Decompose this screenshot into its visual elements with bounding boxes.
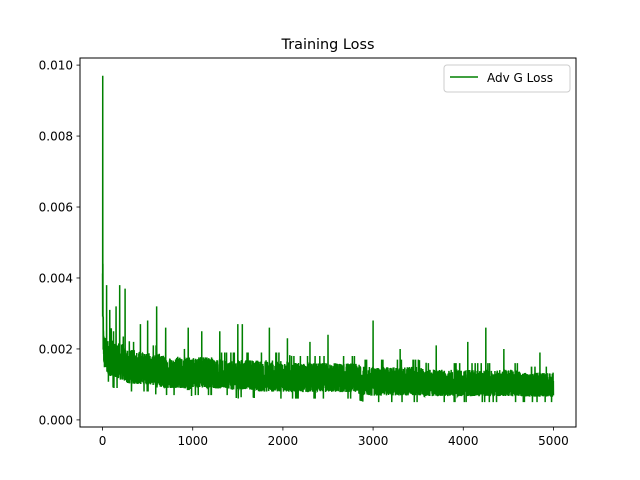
x-axis: 0 1000 2000 3000 4000 5000: [99, 427, 569, 448]
legend: Adv G Loss: [443, 64, 571, 93]
x-tick-label: 2000: [268, 434, 299, 448]
y-axis: 0.000 0.002 0.004 0.006 0.008 0.010: [39, 59, 80, 427]
chart-title: Training Loss: [281, 37, 375, 53]
x-tick-label: 5000: [538, 434, 569, 448]
x-tick-label: 0: [99, 434, 107, 448]
x-tick-label: 3000: [358, 434, 389, 448]
y-tick-label: 0.006: [39, 201, 73, 215]
axes-frame: [79, 57, 577, 428]
y-tick-label: 0.004: [39, 271, 73, 285]
y-tick-label: 0.010: [39, 59, 73, 73]
x-tick-label: 4000: [448, 434, 479, 448]
y-tick-label: 0.008: [39, 130, 73, 144]
adv-g-loss-line: [101, 75, 555, 403]
legend-box: [443, 64, 571, 93]
x-tick-label: 1000: [177, 434, 208, 448]
y-tick-label: 0.000: [39, 413, 73, 427]
legend-label: Adv G Loss: [487, 71, 553, 85]
y-tick-label: 0.002: [39, 342, 73, 356]
plot-area: [101, 75, 555, 403]
